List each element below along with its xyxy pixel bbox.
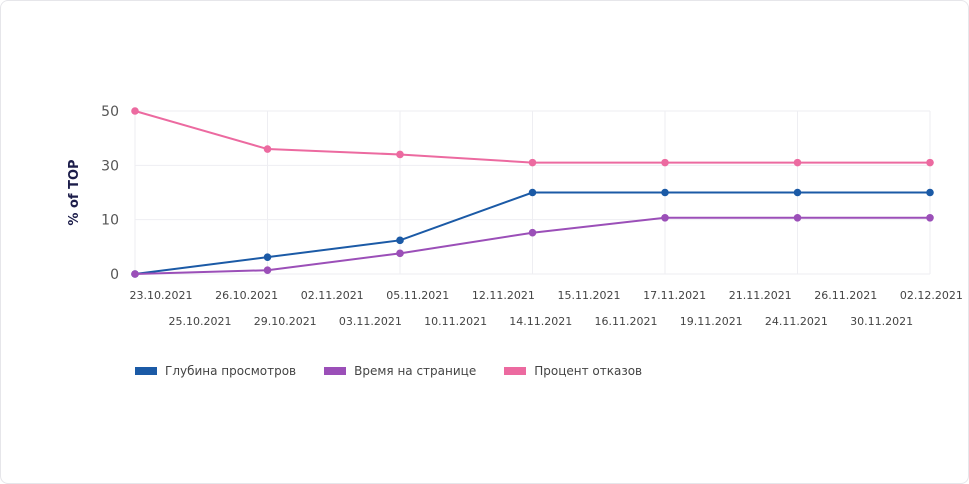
data-point: [263, 253, 272, 261]
data-point: [793, 213, 802, 222]
legend-label: Время на странице: [354, 364, 477, 378]
legend: Глубина просмотров Время на странице Проце…: [135, 364, 642, 378]
data-point: [528, 188, 537, 197]
data-point: [793, 188, 802, 197]
x-tick-label: 12.11.2021: [472, 289, 535, 302]
x-tick-label: 26.10.2021: [215, 289, 278, 302]
data-point: [661, 213, 669, 222]
data-point: [926, 158, 934, 167]
legend-swatch: [324, 367, 347, 375]
legend-swatch: [504, 367, 527, 375]
legend-label: Глубина просмотров: [165, 364, 297, 378]
y-tick-label: 50: [101, 104, 119, 120]
x-tick-label: 10.11.2021: [424, 315, 487, 328]
data-point: [661, 158, 669, 167]
y-axis-title: % of TOP: [67, 159, 82, 225]
data-point: [926, 188, 934, 197]
x-tick-label: 30.11.2021: [850, 315, 913, 328]
x-tick-label: 02.12.2021: [900, 289, 963, 302]
data-point: [131, 107, 139, 115]
y-tick-label: 0: [110, 267, 119, 283]
x-tick-label: 19.11.2021: [680, 315, 743, 328]
x-tick-label: 29.10.2021: [254, 315, 317, 328]
legend-swatch: [135, 367, 157, 375]
data-point: [396, 236, 404, 245]
data-point: [528, 228, 537, 237]
data-point: [661, 188, 669, 197]
data-point: [131, 270, 139, 278]
data-point: [263, 266, 272, 274]
x-tick-label: 25.10.2021: [169, 315, 232, 328]
x-tick-label: 02.11.2021: [301, 289, 364, 302]
legend-item[interactable]: Время на странице: [324, 364, 476, 378]
x-tick-label: 05.11.2021: [386, 289, 449, 302]
y-tick-label: 10: [101, 213, 119, 229]
x-tick-label: 21.11.2021: [729, 289, 792, 302]
x-tick-label: 14.11.2021: [509, 315, 572, 328]
x-tick-label: 24.11.2021: [765, 315, 828, 328]
x-tick-label: 15.11.2021: [558, 289, 621, 302]
data-point: [793, 158, 802, 167]
x-tick-label: 26.11.2021: [814, 289, 877, 302]
x-tick-label: 23.10.2021: [130, 289, 193, 302]
x-tick-label: 16.11.2021: [595, 315, 658, 328]
data-point: [926, 213, 934, 222]
data-point: [528, 158, 537, 167]
data-point: [396, 249, 404, 258]
data-point: [263, 145, 272, 153]
x-tick-label: 17.11.2021: [643, 289, 706, 302]
legend-item[interactable]: Глубина просмотров: [135, 364, 296, 378]
legend-label: Процент отказов: [534, 364, 643, 378]
x-tick-label: 03.11.2021: [339, 315, 402, 328]
y-tick-label: 30: [101, 158, 119, 174]
legend-item[interactable]: Процент отказов: [504, 364, 642, 378]
data-point: [396, 150, 404, 159]
